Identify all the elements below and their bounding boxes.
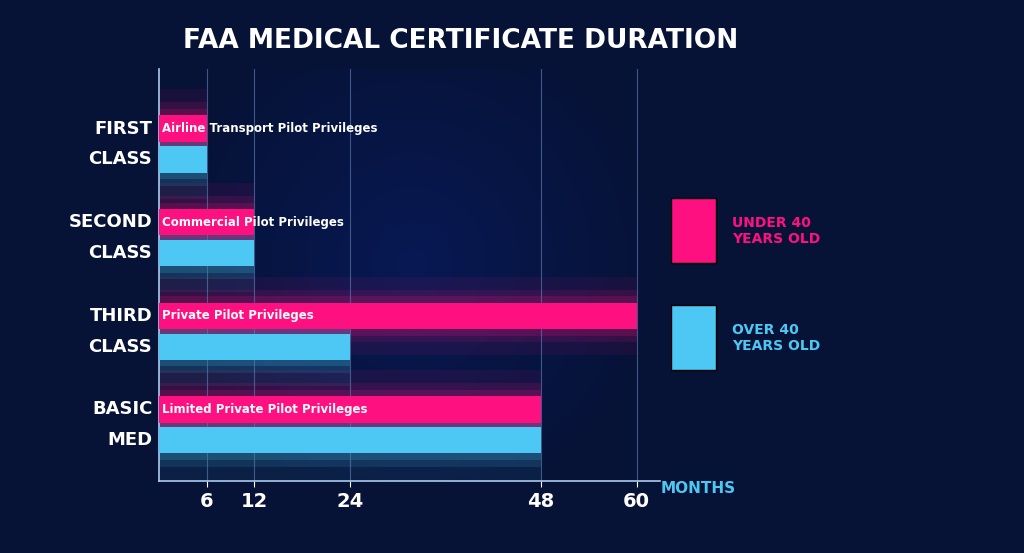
Bar (159, 276, 637, 355)
Text: CLASS: CLASS (89, 338, 153, 356)
Bar (159, 196, 254, 248)
Text: THIRD: THIRD (89, 307, 153, 325)
Bar (159, 401, 541, 479)
Bar (159, 321, 350, 373)
Bar (159, 147, 207, 173)
Bar (159, 116, 207, 142)
Bar (159, 390, 541, 429)
Bar (159, 296, 637, 336)
Text: CLASS: CLASS (89, 150, 153, 169)
Text: MONTHS: MONTHS (660, 481, 735, 496)
Text: OVER 40
YEARS OLD: OVER 40 YEARS OLD (732, 322, 820, 353)
Bar (159, 327, 350, 367)
Text: FAA MEDICAL CERTIFICATE DURATION: FAA MEDICAL CERTIFICATE DURATION (183, 28, 738, 54)
Bar (159, 202, 254, 242)
Text: BASIC: BASIC (92, 400, 153, 419)
Bar (159, 397, 541, 422)
Bar (159, 89, 207, 168)
Text: Commercial Pilot Privileges: Commercial Pilot Privileges (162, 216, 344, 229)
Bar (159, 302, 637, 329)
Bar (159, 109, 207, 148)
Bar (159, 421, 541, 460)
Text: Airline Transport Pilot Privileges: Airline Transport Pilot Privileges (162, 122, 378, 135)
FancyBboxPatch shape (671, 199, 716, 263)
Bar (159, 102, 207, 155)
Bar (159, 140, 207, 179)
Bar (159, 333, 350, 360)
Bar (159, 233, 254, 273)
Bar (159, 307, 350, 386)
Bar (159, 183, 254, 262)
Text: FIRST: FIRST (94, 119, 153, 138)
Bar (159, 214, 254, 293)
Bar (159, 133, 207, 186)
Bar (159, 370, 541, 449)
Bar (159, 209, 254, 236)
Bar (159, 383, 541, 436)
Text: Limited Private Pilot Privileges: Limited Private Pilot Privileges (162, 403, 368, 416)
Bar (159, 240, 254, 266)
Bar (159, 414, 541, 467)
Text: MED: MED (108, 431, 153, 450)
Bar (159, 120, 207, 199)
Text: SECOND: SECOND (69, 213, 153, 231)
Bar (159, 227, 254, 279)
Bar (159, 427, 541, 453)
Bar (159, 290, 637, 342)
Text: CLASS: CLASS (89, 244, 153, 262)
Text: Private Pilot Privileges: Private Pilot Privileges (162, 309, 313, 322)
FancyBboxPatch shape (671, 305, 716, 371)
Text: UNDER 40
YEARS OLD: UNDER 40 YEARS OLD (732, 216, 820, 246)
